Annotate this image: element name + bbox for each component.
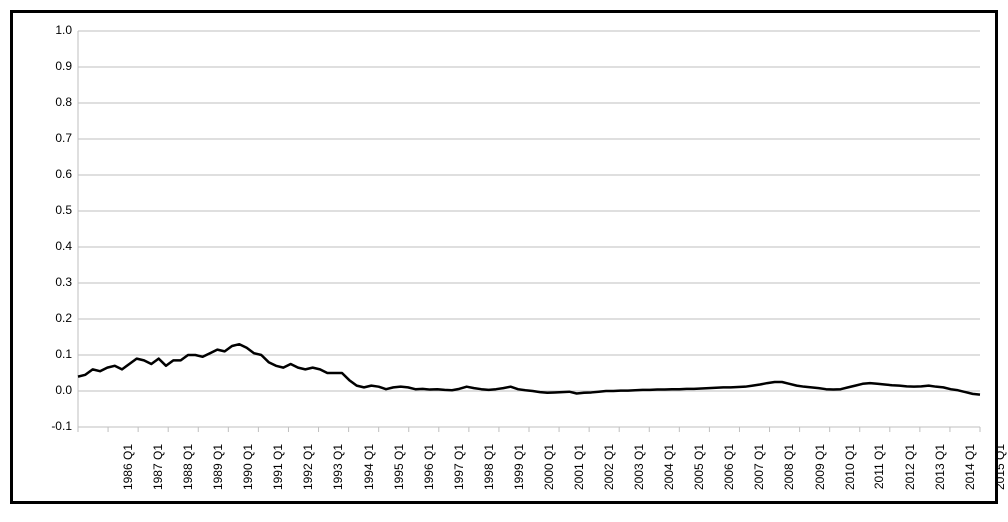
x-tick-label: 1986 Q1 (121, 444, 135, 490)
x-tick-label: 1998 Q1 (482, 444, 496, 490)
y-tick-label: 0.0 (36, 383, 72, 397)
x-tick-label: 2006 Q1 (722, 444, 736, 490)
x-tick-label: 2013 Q1 (933, 444, 947, 490)
x-tick-label: 2001 Q1 (572, 444, 586, 490)
x-tick-label: 2011 Q1 (872, 444, 886, 489)
x-tick-label: 1991 Q1 (271, 444, 285, 490)
chart-frame: -0.1 0.0 0.1 0.2 0.3 0.4 0.5 0.6 0.7 0.8 0.9 1.0 198… (10, 10, 998, 504)
x-tick-label: 2012 Q1 (903, 444, 917, 490)
series-line-value (78, 344, 980, 394)
y-tick-label: 1.0 (36, 23, 72, 37)
x-tick-label: 1993 Q1 (332, 444, 346, 490)
y-tick-label: 0.7 (36, 131, 72, 145)
y-tick-label: 0.8 (36, 95, 72, 109)
x-tick-label: 1999 Q1 (512, 444, 526, 490)
x-tick-label: 2008 Q1 (783, 444, 797, 490)
x-tick-label: 2009 Q1 (813, 444, 827, 490)
y-tick-label: -0.1 (36, 419, 72, 433)
x-tick-label: 2004 Q1 (662, 444, 676, 490)
x-tick-label: 1992 Q1 (301, 444, 315, 490)
x-tick-label: 1994 Q1 (362, 444, 376, 490)
x-tick-label: 1997 Q1 (452, 444, 466, 490)
x-tick-label: 2014 Q1 (963, 444, 977, 490)
line-chart (13, 13, 1001, 507)
x-tick-label: 2010 Q1 (843, 444, 857, 490)
x-tick-label: 1988 Q1 (181, 444, 195, 490)
x-tick-label: 2003 Q1 (632, 444, 646, 490)
y-tick-label: 0.6 (36, 167, 72, 181)
y-tick-label: 0.9 (36, 59, 72, 73)
x-tick-label: 2007 Q1 (752, 444, 766, 490)
x-tick-label: 2002 Q1 (602, 444, 616, 490)
x-tick-label: 2005 Q1 (692, 444, 706, 490)
y-tick-label: 0.3 (36, 275, 72, 289)
y-tick-label: 0.4 (36, 239, 72, 253)
y-tick-label: 0.5 (36, 203, 72, 217)
y-tick-label: 0.1 (36, 347, 72, 361)
x-tick-label: 1990 Q1 (241, 444, 255, 490)
x-tick-label: 1989 Q1 (211, 444, 225, 490)
x-tick-label: 1987 Q1 (151, 444, 165, 490)
x-tick-label: 1996 Q1 (422, 444, 436, 490)
x-tick-label: 2000 Q1 (542, 444, 556, 490)
x-tick-label: 2015 Q1 (993, 444, 1007, 490)
x-tick-label: 1995 Q1 (392, 444, 406, 490)
y-tick-label: 0.2 (36, 311, 72, 325)
